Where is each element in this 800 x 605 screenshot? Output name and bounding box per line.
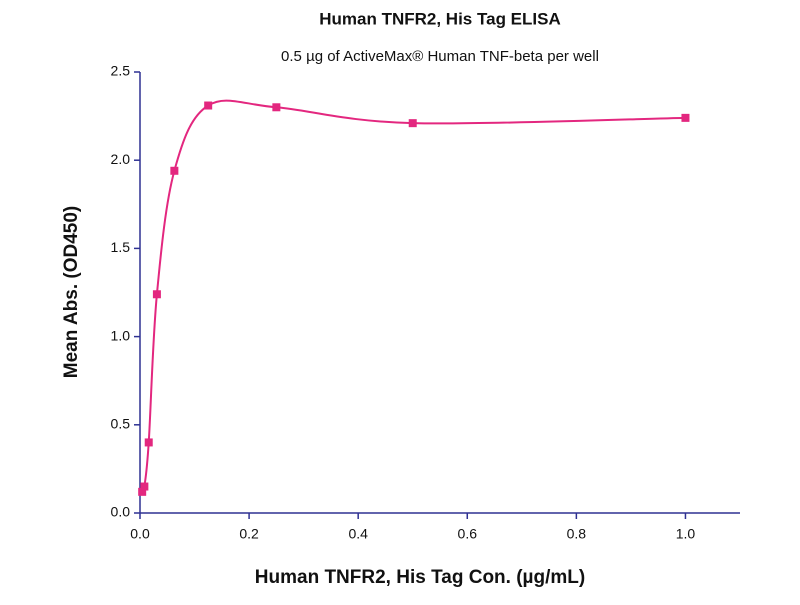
x-tick-label: 1.0 (676, 526, 696, 542)
data-point (272, 103, 281, 112)
x-axis-label: Human TNFR2, His Tag Con. (µg/mL) (255, 567, 585, 588)
x-tick-label: 0.8 (567, 526, 587, 542)
x-tick-label: 0.2 (239, 526, 259, 542)
y-tick-label: 2.5 (111, 63, 131, 79)
y-tick-label: 2.0 (111, 151, 131, 167)
data-point (138, 487, 147, 496)
data-point (408, 119, 417, 128)
x-tick-label: 0.4 (348, 526, 368, 542)
data-point (152, 290, 161, 299)
y-tick-label: 1.0 (111, 327, 131, 343)
data-point (681, 113, 690, 122)
y-tick-label: 1.5 (111, 239, 131, 255)
data-point (144, 438, 153, 447)
y-axis-label: Mean Abs. (OD450) (61, 206, 82, 378)
chart-subtitle: 0.5 µg of ActiveMax® Human TNF-beta per … (281, 48, 599, 65)
x-tick-label: 0.6 (458, 526, 478, 542)
x-tick-label: 0.0 (130, 526, 150, 542)
y-tick-label: 0.5 (111, 416, 131, 432)
data-point (140, 482, 149, 491)
fit-curve (141, 99, 686, 493)
data-point (204, 101, 213, 110)
chart-title: Human TNFR2, His Tag ELISA (319, 9, 561, 28)
y-tick-label: 0.0 (111, 504, 131, 520)
data-point (170, 166, 179, 175)
